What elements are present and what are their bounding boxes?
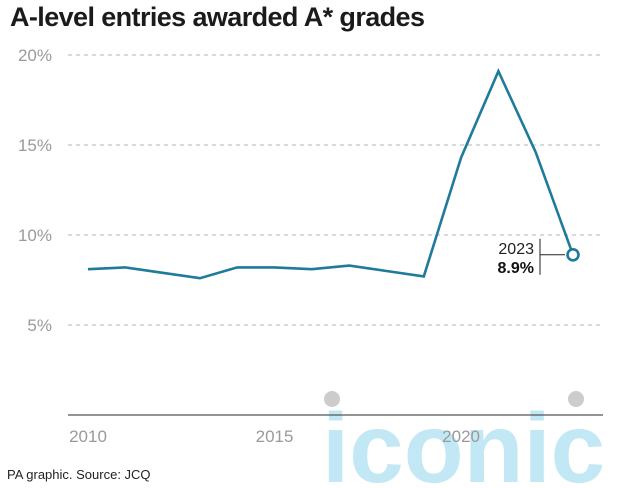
- annotation-value: 8.9%: [498, 260, 534, 277]
- watermark-dot-left: [324, 391, 340, 407]
- end-point-marker: [566, 248, 580, 262]
- watermark: iconic: [322, 391, 605, 488]
- annotation-year: 2023: [498, 241, 534, 258]
- data-points: [566, 248, 580, 262]
- x-tick-label: 2010: [69, 427, 107, 446]
- x-tick-label: 2015: [256, 427, 294, 446]
- x-axis-ticks: 2010 2015 2020: [69, 427, 480, 446]
- watermark-text: iconic: [322, 393, 605, 488]
- grid-lines: [68, 54, 603, 326]
- y-tick-label: 10%: [18, 226, 52, 245]
- source-footer: PA graphic. Source: JCQ: [7, 467, 151, 482]
- watermark-dot-right: [568, 391, 584, 407]
- end-annotation: 2023 8.9%: [498, 238, 565, 277]
- x-tick-label: 2020: [442, 427, 480, 446]
- y-tick-label: 5%: [27, 316, 52, 335]
- y-tick-label: 15%: [18, 136, 52, 155]
- y-tick-label: 20%: [18, 46, 52, 65]
- series-line: [87, 68, 575, 280]
- chart-title: A-level entries awarded A* grades: [10, 2, 425, 32]
- y-axis-ticks: 5% 10% 15% 20%: [18, 46, 52, 335]
